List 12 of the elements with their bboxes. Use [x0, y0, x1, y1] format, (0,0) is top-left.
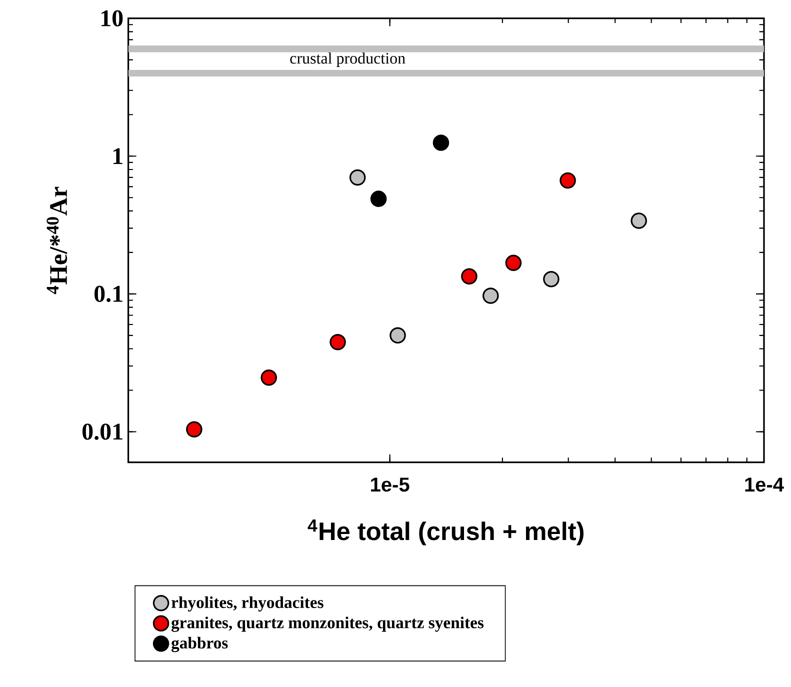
y-tick-label: 0.1: [94, 286, 122, 302]
ref-line-label: crustal production: [290, 52, 406, 67]
y-tick-label: 0.01: [82, 424, 122, 440]
legend-label: rhyolites, rhyodacites: [171, 596, 324, 612]
legend-label: gabbros: [171, 636, 228, 652]
x-tick-label: 1e-4: [745, 478, 784, 492]
y-axis-title: $^{4}$He/*$^{40}$Ar: [46, 186, 68, 294]
x-tick-label: 1e-5: [371, 478, 410, 492]
y-tick-label: 1: [114, 148, 122, 164]
y-tick-label: 10: [102, 10, 123, 26]
legend-label: granites, quartz monzonites, quartz syenites: [171, 616, 484, 632]
x-axis-title: $^{4}$He total (crush + melt): [308, 519, 584, 546]
